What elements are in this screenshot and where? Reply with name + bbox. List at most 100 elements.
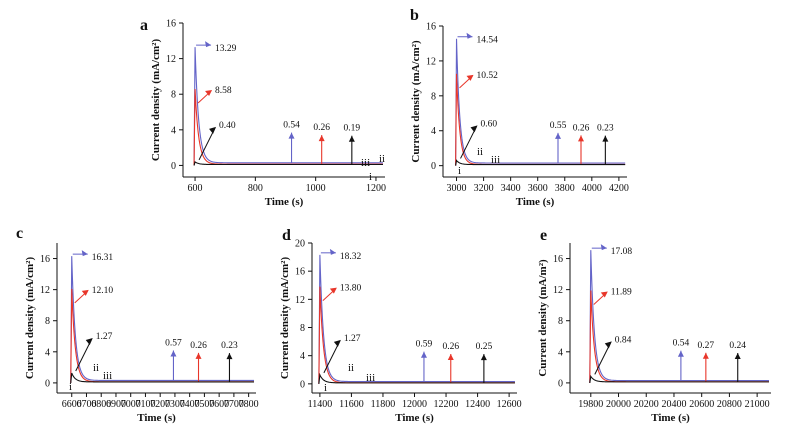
y-tick-label: 16 bbox=[426, 22, 436, 33]
steady-label: 0.26 bbox=[313, 123, 330, 133]
x-axis-title: Time (s) bbox=[516, 196, 555, 208]
peak-label: 17.08 bbox=[611, 247, 633, 257]
series-line-blue bbox=[70, 256, 255, 383]
steady-label: 0.23 bbox=[221, 341, 238, 351]
x-tick-label: 3400 bbox=[501, 183, 521, 194]
y-tick-label: 0 bbox=[431, 161, 436, 172]
x-tick-label: 12400 bbox=[465, 399, 490, 410]
chart-panel-b: b 3000 3200 3400 3600 3800 4000 4200 0 4 8 12 16 Time… bbox=[410, 7, 629, 208]
x-tick-label: 6900 bbox=[106, 399, 126, 410]
y-tick-label: 4 bbox=[300, 351, 305, 362]
x-axis-title: Time (s) bbox=[395, 412, 434, 424]
steady-label: 0.24 bbox=[729, 341, 746, 351]
x-axis-title: Time (s) bbox=[137, 412, 176, 424]
peak-label: 13.29 bbox=[215, 44, 237, 54]
peak-pointer-black bbox=[198, 127, 216, 161]
peak-pointer-head-blue bbox=[466, 32, 473, 39]
panel-letter: b bbox=[410, 7, 419, 24]
chart-panel-a: a 600 800 1000 1200 0 4 8 12 16 Time (s) Current de… bbox=[140, 17, 386, 208]
y-tick-label: 8 bbox=[171, 90, 176, 101]
pulse-arrowhead-black bbox=[734, 353, 741, 360]
pulse-arrowhead-red bbox=[702, 352, 709, 359]
series-line-black bbox=[589, 374, 769, 383]
steady-label: 0.19 bbox=[344, 124, 361, 134]
x-tick-label: 7100 bbox=[135, 399, 155, 410]
peak-pointer-black bbox=[594, 342, 612, 375]
x-tick-label: 3600 bbox=[528, 183, 548, 194]
y-tick-label: 4 bbox=[558, 347, 563, 358]
chart-panel-d: d 11400 11600 11800 12000 12200 12400 12600 0 4 8 1… bbox=[279, 227, 522, 424]
peak-pointer-head-black bbox=[85, 338, 93, 346]
y-tick-label: 4 bbox=[431, 126, 436, 137]
x-tick-label: 12600 bbox=[497, 399, 522, 410]
series-line-blue bbox=[318, 254, 515, 384]
peak-pointer-head-blue bbox=[205, 41, 212, 48]
y-tick-label: 0 bbox=[45, 378, 50, 389]
steady-label: 0.25 bbox=[476, 342, 493, 352]
x-axis-title: Time (s) bbox=[651, 412, 690, 424]
y-axis-title: Current density (mA/cm²) bbox=[410, 40, 422, 163]
y-tick-label: 12 bbox=[553, 285, 563, 296]
y-tick-label: 8 bbox=[300, 323, 305, 334]
y-tick-label: 16 bbox=[295, 267, 305, 278]
peak-label: 10.52 bbox=[477, 71, 499, 81]
x-tick-label: 12000 bbox=[402, 399, 427, 410]
peak-pointer-head-red bbox=[600, 291, 608, 298]
peak-pointer-head-black bbox=[333, 339, 341, 347]
y-tick-label: 12 bbox=[426, 56, 436, 67]
x-tick-label: 7200 bbox=[150, 399, 170, 410]
peak-label: 0.60 bbox=[481, 119, 498, 129]
y-tick-label: 16 bbox=[40, 254, 50, 265]
panel-letter: a bbox=[140, 17, 148, 34]
series-line-black bbox=[318, 372, 515, 384]
peak-label: 18.32 bbox=[340, 252, 362, 262]
steady-label: 0.27 bbox=[698, 341, 715, 351]
panel-letter: e bbox=[540, 227, 547, 244]
y-tick-label: 0 bbox=[171, 161, 176, 172]
x-tick-label: 3200 bbox=[474, 183, 494, 194]
x-tick-label: 4000 bbox=[582, 183, 602, 194]
steady-label: 0.26 bbox=[442, 342, 459, 352]
peak-pointer-black bbox=[460, 126, 477, 159]
y-axis-title: Current density (mA/cm²) bbox=[279, 257, 291, 380]
peak-pointer-head-red bbox=[329, 287, 337, 294]
series-roman-label: iii bbox=[366, 372, 375, 384]
x-tick-label: 6600 bbox=[62, 399, 82, 410]
peak-pointer-black bbox=[75, 338, 93, 372]
peak-pointer-head-red bbox=[205, 90, 213, 97]
y-tick-label: 0 bbox=[300, 379, 305, 390]
steady-label: 0.57 bbox=[165, 338, 182, 348]
series-line-blue bbox=[455, 38, 626, 166]
series-line-black bbox=[455, 159, 626, 166]
x-tick-label: 7700 bbox=[224, 399, 244, 410]
chart-panel-c: c 660067006800690070007100720073007400750… bbox=[16, 225, 259, 424]
pulse-arrowhead-black bbox=[348, 135, 355, 142]
x-tick-label: 20600 bbox=[689, 399, 714, 410]
y-tick-label: 8 bbox=[45, 316, 50, 327]
x-tick-label: 3000 bbox=[447, 183, 467, 194]
y-tick-label: 4 bbox=[45, 347, 50, 358]
pulse-arrowhead-blue bbox=[677, 350, 684, 357]
pulse-arrowhead-black bbox=[480, 354, 487, 361]
pulse-arrowhead-blue bbox=[420, 351, 427, 358]
x-tick-label: 19800 bbox=[578, 399, 603, 410]
peak-label: 16.31 bbox=[92, 253, 114, 263]
peak-label: 8.58 bbox=[215, 86, 232, 96]
series-roman-label: i bbox=[369, 171, 372, 183]
pulse-arrowhead-blue bbox=[555, 132, 561, 139]
peak-pointer-head-red bbox=[81, 289, 89, 296]
x-tick-label: 1000 bbox=[306, 183, 326, 194]
peak-label: 1.27 bbox=[344, 334, 361, 344]
y-tick-label: 12 bbox=[295, 295, 305, 306]
steady-label: 0.59 bbox=[416, 340, 433, 350]
peak-pointer-black bbox=[323, 340, 341, 374]
y-tick-label: 16 bbox=[166, 19, 176, 30]
x-tick-label: 7800 bbox=[239, 399, 259, 410]
peak-label: 14.54 bbox=[477, 36, 499, 46]
pulse-arrowhead-blue bbox=[288, 132, 295, 139]
steady-label: 0.55 bbox=[550, 121, 567, 131]
steady-label: 0.23 bbox=[597, 124, 614, 134]
x-tick-label: 7500 bbox=[194, 399, 214, 410]
y-tick-label: 0 bbox=[558, 378, 563, 389]
peak-label: 13.80 bbox=[340, 284, 362, 294]
